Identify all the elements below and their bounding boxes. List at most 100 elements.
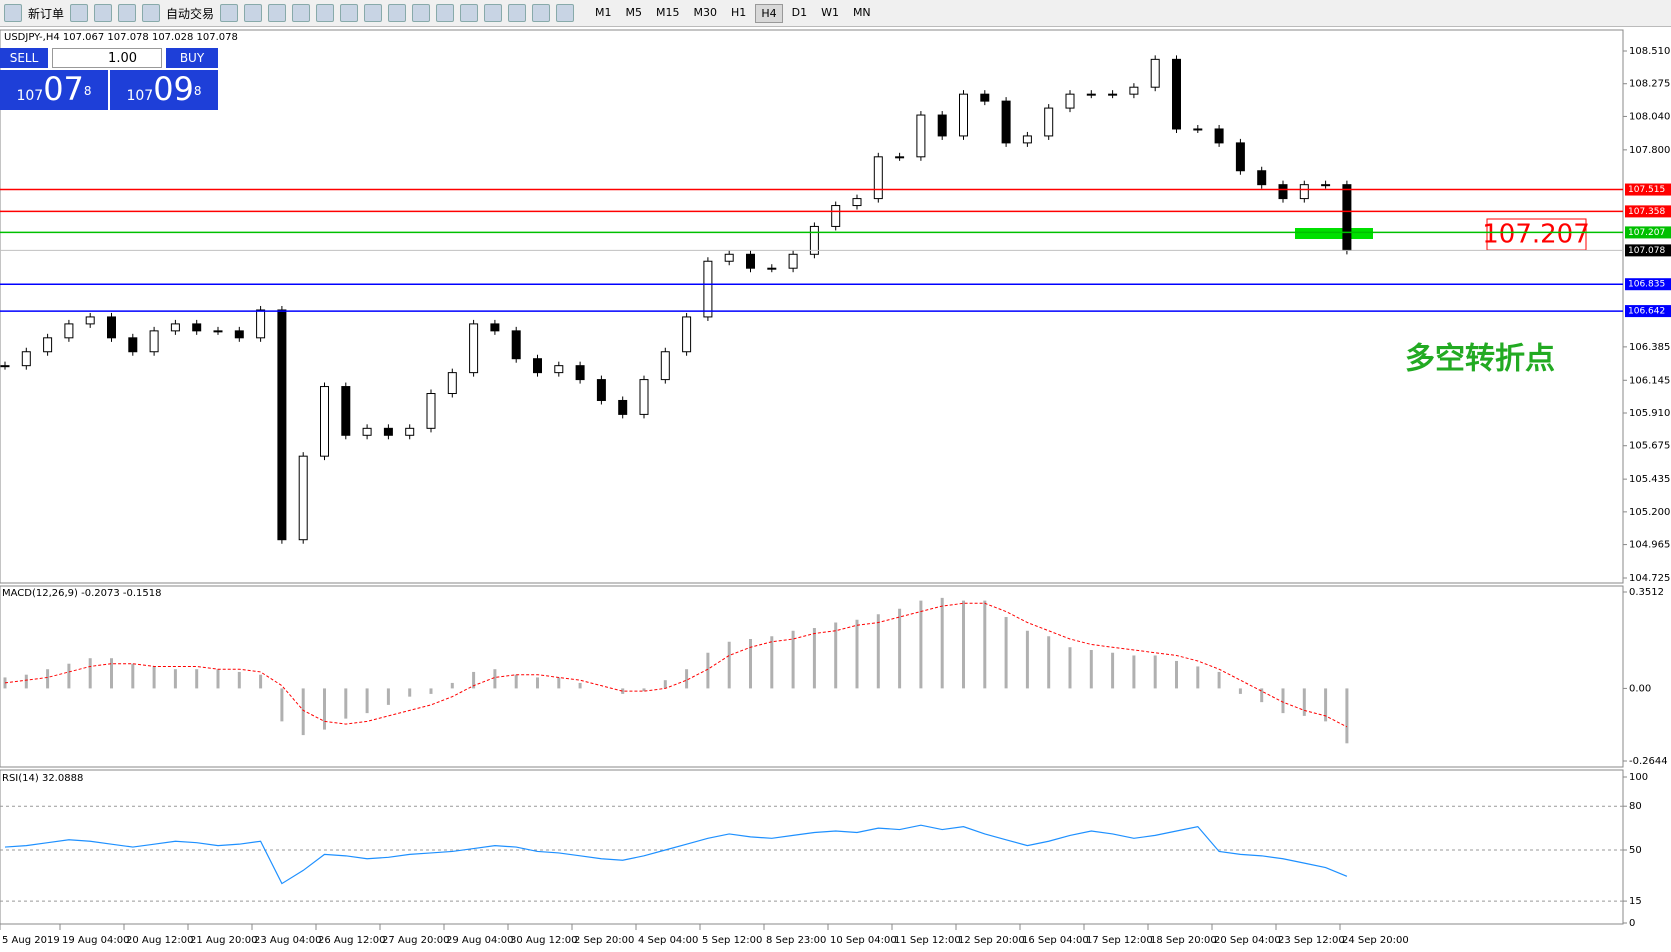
timeframe-button[interactable]: M30 <box>693 5 718 19</box>
rsi-frame <box>0 769 1624 925</box>
level-label: 107.358 <box>1628 207 1665 217</box>
icon[interactable] <box>70 4 89 22</box>
icon[interactable] <box>4 4 22 22</box>
candle <box>980 93 990 102</box>
candle <box>447 372 457 395</box>
y-tick-label: 105.435 <box>1629 474 1670 485</box>
candle <box>64 323 74 339</box>
icon[interactable] <box>340 4 359 22</box>
icon[interactable] <box>118 4 137 22</box>
x-tick-label: 17 Sep 12:00 <box>1086 935 1153 946</box>
timeframe-button[interactable]: M5 <box>625 5 643 19</box>
price-frame <box>0 29 1624 584</box>
icon[interactable] <box>436 4 455 22</box>
x-tick-label: 18 Sep 20:00 <box>1150 935 1217 946</box>
icon[interactable] <box>268 4 287 22</box>
icon[interactable] <box>364 4 383 22</box>
price-big: 107 <box>16 88 44 104</box>
candle <box>1342 184 1352 251</box>
y-tick-label: 104.965 <box>1629 540 1670 551</box>
buy-price[interactable]: 107098 <box>110 70 218 110</box>
candle <box>575 365 585 381</box>
level-label: 107.515 <box>1628 185 1665 195</box>
level-label: 106.835 <box>1628 280 1665 290</box>
timeframe-button[interactable]: M1 <box>595 5 612 19</box>
candle <box>916 114 926 158</box>
y-tick-label: 105.675 <box>1629 441 1670 452</box>
x-tick-label: 20 Sep 04:00 <box>1214 935 1281 946</box>
timeframe-button[interactable]: MN <box>852 5 871 19</box>
icon[interactable] <box>460 4 479 22</box>
icon[interactable] <box>556 4 575 22</box>
timeframe-button[interactable]: W1 <box>821 5 839 19</box>
candle <box>639 379 649 415</box>
candle <box>256 309 266 339</box>
icon[interactable] <box>292 4 311 22</box>
x-tick-label: 20 Aug 12:00 <box>126 935 193 946</box>
icon[interactable] <box>388 4 407 22</box>
timeframe-button[interactable]: H4 <box>755 3 783 23</box>
y-tick-label: 106.145 <box>1629 375 1670 386</box>
icon[interactable] <box>244 4 263 22</box>
icon[interactable] <box>142 4 161 22</box>
icon[interactable] <box>484 4 503 22</box>
candle <box>895 156 905 159</box>
x-tick-label: 11 Sep 12:00 <box>894 935 961 946</box>
x-tick-label: 24 Sep 20:00 <box>1342 935 1409 946</box>
candle <box>788 253 798 269</box>
candle <box>277 309 287 541</box>
sell-button[interactable]: SELL <box>0 48 48 68</box>
candle <box>809 225 819 255</box>
candle <box>128 337 138 353</box>
pivot-zone <box>1295 228 1373 239</box>
pivot-label: 107.207 <box>1482 220 1590 250</box>
icon[interactable] <box>94 4 113 22</box>
candle <box>959 93 968 137</box>
x-tick-label: 19 Aug 04:00 <box>62 935 129 946</box>
icon[interactable] <box>220 4 239 22</box>
candle <box>1321 184 1331 187</box>
candle <box>1086 93 1096 96</box>
auto-trading[interactable]: 自动交易 <box>166 6 215 21</box>
y-tick-label: 100 <box>1629 772 1648 783</box>
candle <box>426 393 436 429</box>
rsi-line <box>4 824 1348 885</box>
x-tick-label: 8 Sep 23:00 <box>766 935 826 946</box>
candle <box>21 351 31 367</box>
annotation: 多空转折点 <box>1405 342 1555 377</box>
candle <box>852 198 862 207</box>
candle <box>490 323 500 332</box>
level-tag <box>1625 183 1671 196</box>
x-tick-label: 4 Sep 04:00 <box>638 935 698 946</box>
candle <box>746 253 755 269</box>
x-tick-label: 10 Sep 04:00 <box>830 935 897 946</box>
new-order[interactable]: 新订单 <box>28 6 65 21</box>
level-tag <box>1625 226 1671 239</box>
buy-button[interactable]: BUY <box>166 48 218 68</box>
y-tick-label: 106.385 <box>1629 342 1670 353</box>
candle <box>43 337 53 353</box>
icon[interactable] <box>532 4 551 22</box>
price-pip: 8 <box>193 84 202 98</box>
x-tick-label: 26 Aug 12:00 <box>318 935 385 946</box>
timeframe-button[interactable]: D1 <box>791 5 808 19</box>
level-tag <box>1625 205 1671 218</box>
icon[interactable] <box>316 4 335 22</box>
lot-input[interactable]: 1.00 <box>52 48 162 68</box>
candle <box>703 260 713 318</box>
candle <box>1065 93 1075 109</box>
sell-price[interactable]: 107078 <box>0 70 108 110</box>
candle <box>320 386 329 457</box>
y-tick-label: 15 <box>1629 896 1642 907</box>
candle <box>298 455 308 541</box>
timeframe-button[interactable]: M15 <box>656 5 680 19</box>
level-tag <box>1625 244 1671 257</box>
icon[interactable] <box>412 4 431 22</box>
x-tick-label: 12 Sep 20:00 <box>958 935 1025 946</box>
timeframe-button[interactable]: H1 <box>731 5 747 19</box>
icon[interactable] <box>508 4 527 22</box>
candle <box>1022 135 1032 144</box>
x-tick-label: 29 Aug 04:00 <box>446 935 513 946</box>
y-tick-label: 80 <box>1629 801 1642 812</box>
